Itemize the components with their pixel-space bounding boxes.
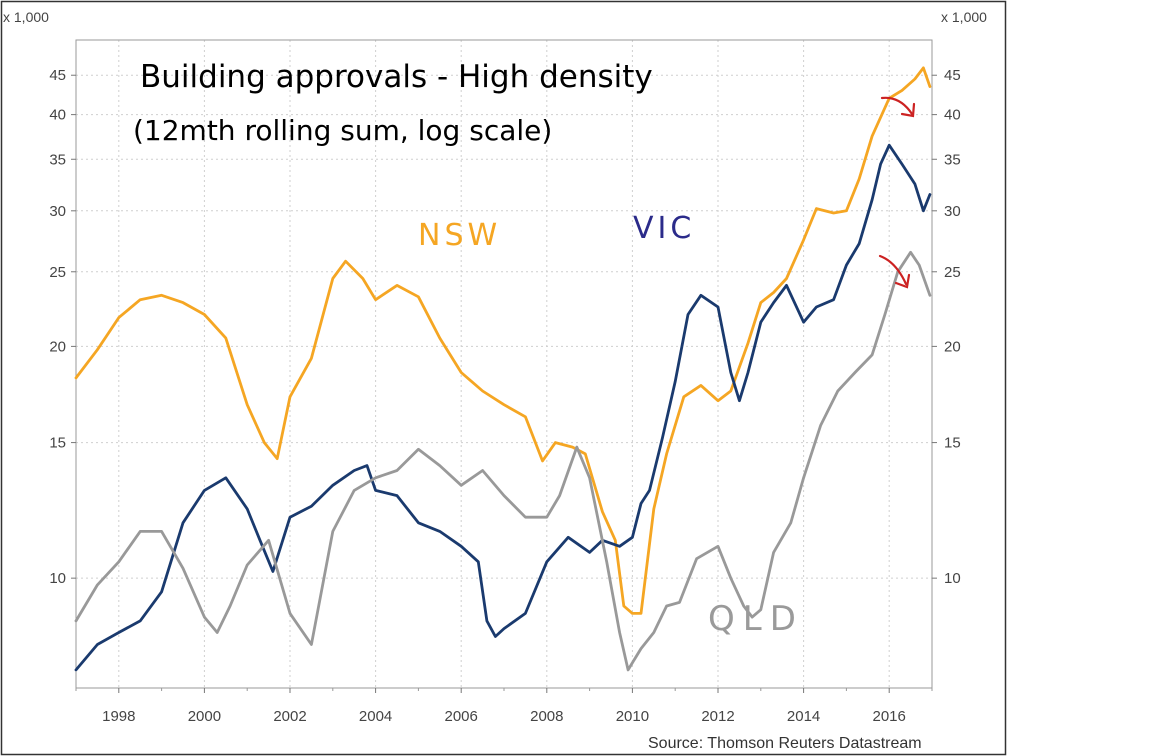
y-tick-label-left: 20: [49, 338, 66, 355]
series-line-vic: [74, 143, 932, 672]
y-tick-label-left: 15: [49, 435, 66, 452]
y-tick-label-right: 40: [944, 107, 961, 124]
right-unit-label: x 1,000: [941, 9, 987, 25]
series-label-nsw: NSW: [418, 218, 501, 253]
down-arrow-icon-top: [880, 96, 916, 118]
y-tick-label-left: 30: [49, 203, 66, 220]
x-tick-label: 2004: [359, 708, 392, 725]
y-tick-label-left: 40: [49, 107, 66, 124]
series-label-vic: VIC: [633, 211, 695, 246]
y-tick-label-right: 10: [944, 570, 961, 587]
y-tick-label-left: 25: [49, 264, 66, 281]
y-tick-label-right: 35: [944, 151, 961, 168]
y-tick-label-left: 45: [49, 67, 66, 84]
gridlines: [76, 40, 932, 688]
x-tick-label: 2006: [445, 708, 478, 725]
y-tick-label-right: 25: [944, 264, 961, 281]
y-tick-label-right: 45: [944, 67, 961, 84]
x-tick-label: 2008: [530, 708, 563, 725]
left-unit-label: x 1,000: [3, 9, 49, 25]
x-tick-label: 2010: [616, 708, 649, 725]
title-line-1: Building approvals - High density: [140, 59, 653, 95]
axes: 10 10 15 15 20 20 25 25 30 30 35 35 40 40 45 45 1998 2000…: [49, 39, 961, 725]
series-line-qld: [74, 250, 932, 672]
x-tick-label: 2016: [873, 708, 906, 725]
x-tick-label: 2002: [273, 708, 306, 725]
y-tick-label-left: 35: [49, 151, 66, 168]
x-tick-label: 1998: [102, 708, 135, 725]
y-tick-label-right: 30: [944, 203, 961, 220]
outer-border: [0, 0, 1007, 756]
source-note: Source: Thomson Reuters Datastream: [648, 735, 922, 752]
series-label-qld: QLD: [708, 599, 804, 639]
down-arrow-icon-bottom: [878, 254, 911, 289]
x-tick-label: 2000: [188, 708, 221, 725]
series-lines: [74, 66, 932, 672]
y-tick-label-left: 10: [49, 570, 66, 587]
x-tick-label: 2012: [701, 708, 734, 725]
y-tick-label-right: 15: [944, 435, 961, 452]
title-line-2: (12mth rolling sum, log scale): [133, 114, 552, 147]
y-tick-label-right: 20: [944, 338, 961, 355]
x-tick-label: 2014: [787, 708, 820, 725]
